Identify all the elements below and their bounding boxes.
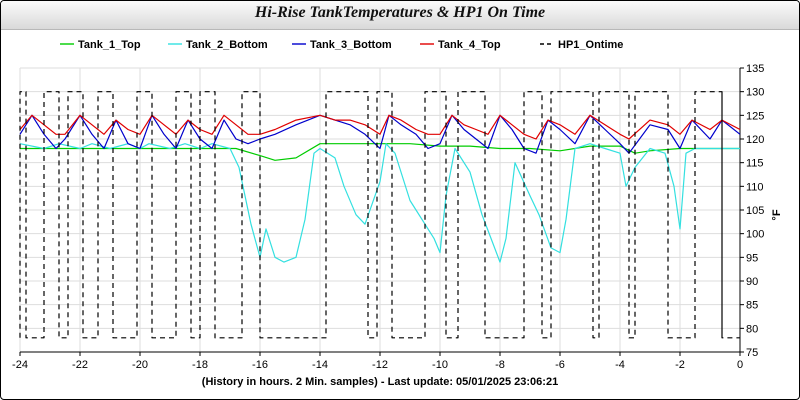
y-tick-label: 125 bbox=[746, 110, 764, 122]
x-tick-label: -20 bbox=[132, 359, 148, 371]
y-tick-label: 90 bbox=[746, 276, 758, 288]
series-line-tank-3-bottom bbox=[19, 114, 741, 154]
x-tick-label: -8 bbox=[495, 359, 505, 371]
x-tick-label: -24 bbox=[12, 359, 28, 371]
y-tick-label: 135 bbox=[746, 63, 764, 75]
x-tick-label: -18 bbox=[192, 359, 208, 371]
legend-label: Tank_3_Bottom bbox=[310, 39, 392, 51]
series-line-tank-2-bottom bbox=[19, 143, 740, 263]
x-tick-label: 0 bbox=[737, 359, 743, 371]
x-tick-label: -12 bbox=[372, 359, 388, 371]
x-tick-label: -10 bbox=[432, 359, 448, 371]
y-tick-label: 100 bbox=[746, 229, 764, 241]
legend-label: HP1_Ontime bbox=[558, 39, 623, 51]
y-tick-label: 110 bbox=[746, 181, 764, 193]
legend-label: Tank_2_Bottom bbox=[186, 39, 268, 51]
y-tick-label: 80 bbox=[746, 323, 758, 335]
legend-label: Tank_1_Top bbox=[78, 39, 141, 51]
y-tick-label: 130 bbox=[746, 87, 764, 99]
x-tick-label: -14 bbox=[312, 359, 328, 371]
series-line-tank-4-top bbox=[19, 114, 741, 140]
x-axis-label: (History in hours. 2 Min. samples) - Las… bbox=[202, 376, 558, 388]
x-tick-label: -16 bbox=[252, 359, 268, 371]
legend-label: Tank_4_Top bbox=[438, 39, 501, 51]
y-tick-label: 115 bbox=[746, 158, 764, 170]
series-line-hp1-ontime bbox=[19, 91, 740, 339]
x-tick-label: -22 bbox=[72, 359, 88, 371]
y-tick-label: 85 bbox=[746, 300, 758, 312]
x-tick-label: -2 bbox=[675, 359, 685, 371]
x-tick-label: -6 bbox=[555, 359, 565, 371]
title-bar: Hi-Rise TankTemperatures & HP1 On Time bbox=[1, 1, 799, 30]
chart-title: Hi-Rise TankTemperatures & HP1 On Time bbox=[254, 4, 546, 21]
y-tick-label: 75 bbox=[746, 347, 758, 359]
y-tick-label: 120 bbox=[746, 134, 764, 146]
y-axis-label: °F bbox=[771, 209, 783, 220]
y-tick-label: 105 bbox=[746, 205, 764, 217]
y-tick-label: 95 bbox=[746, 252, 758, 264]
x-tick-label: -4 bbox=[615, 359, 625, 371]
